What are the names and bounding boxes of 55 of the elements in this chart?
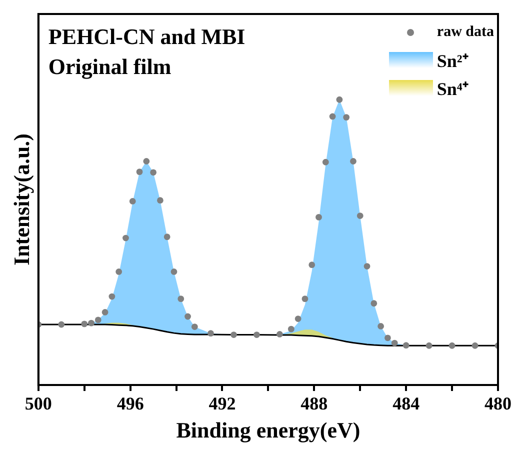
- point: [143, 158, 150, 164]
- point: [343, 114, 350, 121]
- x-tick-label: 496: [116, 393, 144, 414]
- point: [178, 296, 184, 302]
- point: [102, 309, 108, 316]
- point: [136, 168, 143, 176]
- point: [88, 320, 94, 326]
- legend-label: raw data: [436, 24, 494, 40]
- point: [391, 340, 398, 346]
- point: [472, 342, 478, 349]
- x-tick-label: 492: [208, 393, 236, 414]
- point: [322, 158, 329, 166]
- x-axis-title: Binding energy(eV): [176, 417, 360, 442]
- point: [108, 293, 116, 300]
- x-tick-label: 484: [392, 393, 420, 414]
- legend-label: Sn⁴⁺: [436, 78, 468, 100]
- point: [350, 158, 356, 164]
- point: [276, 331, 283, 338]
- point: [116, 268, 122, 275]
- point: [308, 262, 316, 268]
- point: [164, 234, 170, 240]
- chart-title: PEHCl-CN and MBI: [48, 23, 246, 51]
- point: [94, 316, 102, 324]
- point: [316, 214, 322, 220]
- point: [370, 300, 378, 307]
- point: [364, 263, 370, 270]
- point: [184, 313, 191, 320]
- legend-label: Sn²⁺: [436, 50, 468, 72]
- point: [329, 113, 336, 120]
- point: [129, 198, 136, 204]
- point: [378, 323, 384, 330]
- x-tick-label: 488: [300, 393, 328, 414]
- point: [302, 296, 308, 302]
- point: [208, 330, 214, 337]
- point: [356, 212, 364, 219]
- point: [384, 334, 391, 342]
- point: [336, 96, 343, 103]
- point: [402, 342, 410, 349]
- point: [122, 234, 129, 242]
- point: [150, 169, 156, 176]
- point: [426, 342, 432, 349]
- x-tick-label: 480: [484, 393, 512, 414]
- y-axis-title: Intensity(a.u.): [8, 133, 34, 266]
- point: [170, 268, 178, 275]
- point: [448, 342, 456, 349]
- point: [288, 326, 294, 332]
- chart-subtitle: Original film: [48, 53, 172, 81]
- point: [294, 316, 302, 322]
- point: [58, 321, 65, 328]
- point: [191, 324, 198, 330]
- point: [81, 320, 88, 328]
- x-tick-label: 500: [24, 393, 52, 414]
- point: [254, 332, 260, 338]
- point: [156, 197, 164, 204]
- point: [230, 332, 237, 338]
